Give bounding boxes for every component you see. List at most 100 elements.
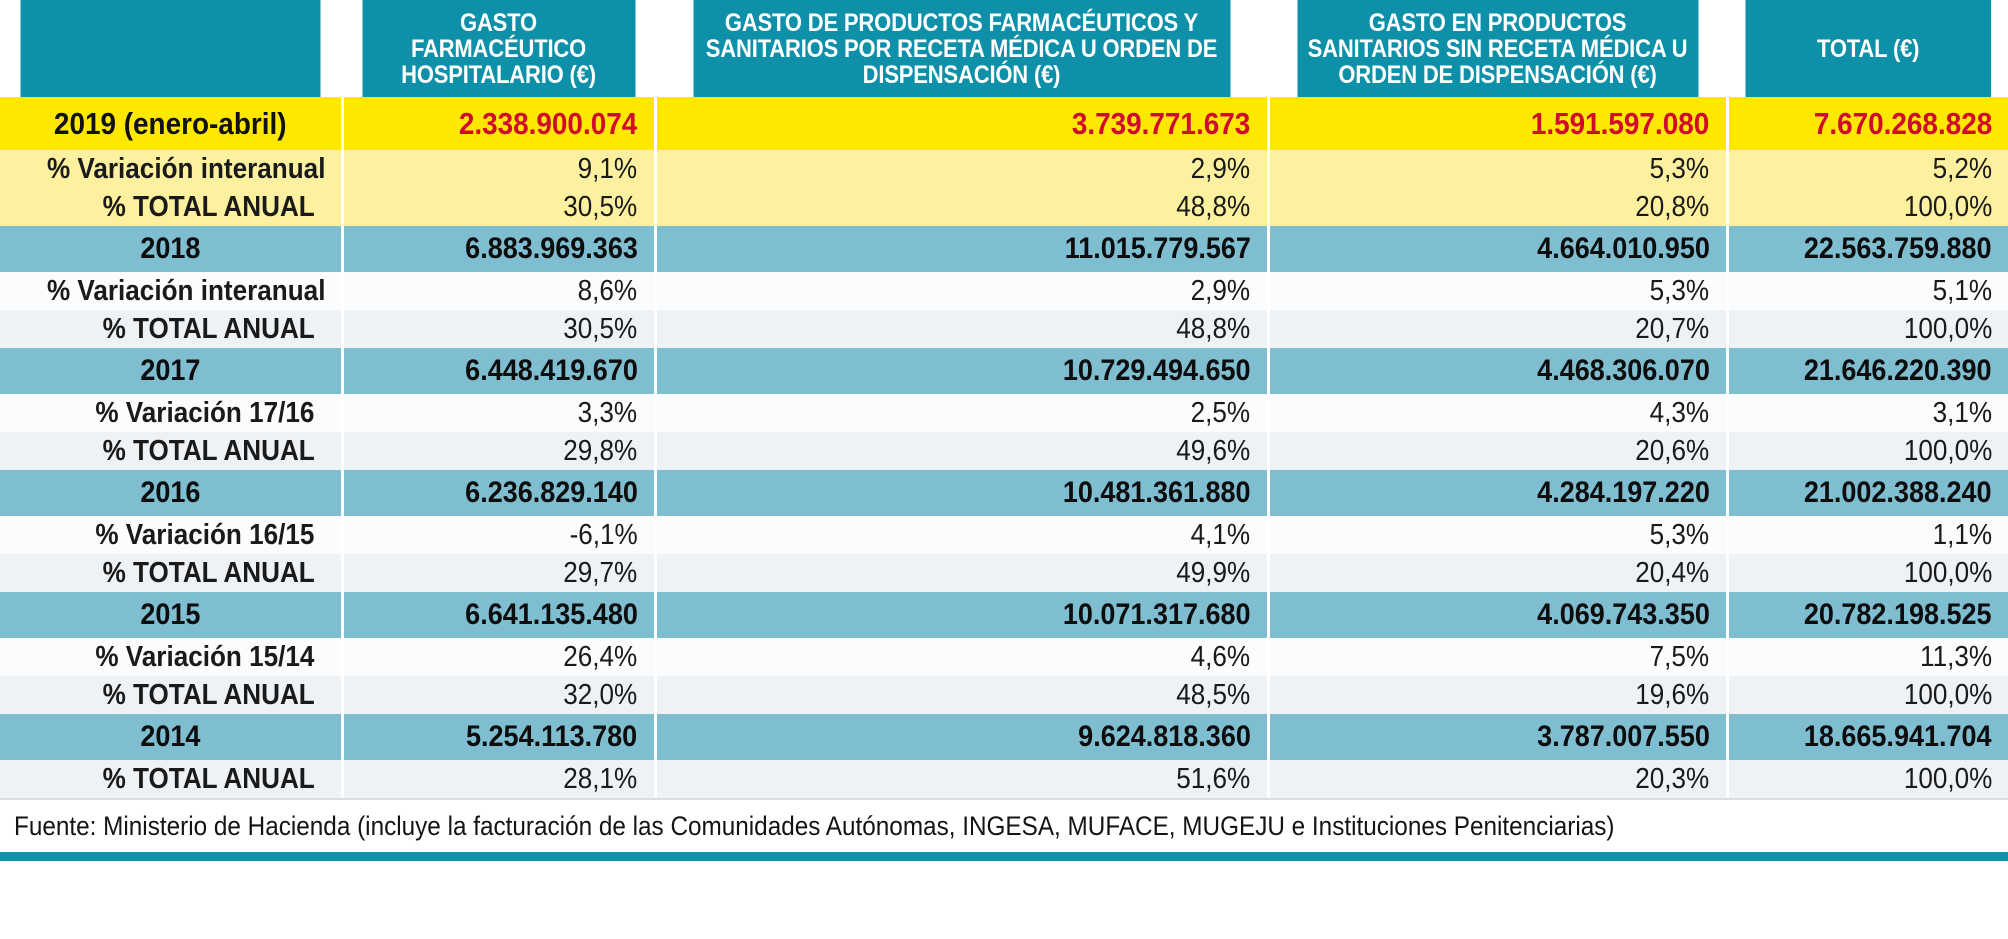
data-cell: 7,5% — [1266, 638, 1727, 676]
data-cell: 3,3% — [340, 394, 655, 432]
data-cell: 4.468.306.070 — [1266, 348, 1727, 394]
data-cell-text: 8,6% — [578, 274, 638, 307]
table-row-metric: % TOTAL ANUAL 29,7% 49,9% 20,4% 100,0% — [0, 554, 2008, 592]
data-cell: 30,5% — [340, 310, 655, 348]
data-cell: 10.729.494.650 — [653, 348, 1268, 394]
data-cell: 19,6% — [1266, 676, 1727, 714]
data-cell: 5.254.113.780 — [340, 714, 655, 760]
data-cell-text: 100,0% — [1903, 556, 1992, 589]
data-cell: 10.071.317.680 — [653, 592, 1268, 638]
data-cell-text: 2,9% — [1191, 152, 1251, 185]
data-cell-text: 2.338.900.074 — [459, 106, 638, 141]
data-cell-text: 1,1% — [1932, 518, 1992, 551]
row-label-text: 2017 — [140, 354, 201, 387]
row-label-text: % Variación interanual — [46, 274, 326, 307]
data-cell-text: 20,3% — [1635, 762, 1710, 795]
data-cell: 20,7% — [1266, 310, 1727, 348]
data-cell: 100,0% — [1725, 432, 2008, 470]
data-cell: 30,5% — [340, 188, 655, 226]
table-row-metric: % Variación 17/16 3,3% 2,5% 4,3% 3,1% — [0, 394, 2008, 432]
data-cell-text: 5,3% — [1650, 152, 1710, 185]
data-cell-text: 100,0% — [1903, 678, 1992, 711]
data-cell-text: 30,5% — [563, 312, 638, 345]
data-cell: 100,0% — [1725, 760, 2008, 798]
data-cell: 100,0% — [1725, 554, 2008, 592]
data-cell-text: 9,1% — [578, 152, 638, 185]
data-cell-text: 2,9% — [1191, 274, 1251, 307]
row-label-text: % Variación 17/16 — [95, 396, 315, 429]
data-cell-text: 5,2% — [1932, 152, 1992, 185]
data-cell-text: 49,9% — [1176, 556, 1251, 589]
row-label-cell: 2018 — [0, 226, 342, 272]
data-cell-text: 22.563.759.880 — [1804, 232, 1992, 265]
data-cell: 10.481.361.880 — [653, 470, 1268, 516]
row-label-cell: % TOTAL ANUAL — [0, 760, 342, 798]
data-cell: 26,4% — [340, 638, 655, 676]
data-cell-text: 10.071.317.680 — [1062, 598, 1251, 631]
data-cell-text: 100,0% — [1903, 762, 1992, 795]
table-row-year: 2017 6.448.419.670 10.729.494.650 4.468.306… — [0, 348, 2008, 394]
data-cell-text: 9.624.818.360 — [1077, 720, 1251, 753]
data-cell: 2.338.900.074 — [340, 97, 655, 150]
data-cell: 9,1% — [340, 150, 655, 188]
row-label-text: % Variación 15/14 — [95, 640, 315, 673]
table-header: GASTO FARMACÉUTICO HOSPITALARIO (€) GAST… — [0, 0, 2008, 97]
data-cell: 20,3% — [1266, 760, 1727, 798]
data-cell-text: 3.739.771.673 — [1072, 106, 1251, 141]
data-cell-text: 100,0% — [1903, 434, 1992, 467]
table-row-year: 2019 (enero-abril) 2.338.900.074 3.739.771… — [0, 97, 2008, 150]
data-cell-text: 4.468.306.070 — [1536, 354, 1710, 387]
row-label-cell: % Variación interanual — [0, 150, 342, 188]
data-cell: 11.015.779.567 — [653, 226, 1268, 272]
data-cell: 21.002.388.240 — [1725, 470, 2008, 516]
data-cell: 7.670.268.828 — [1725, 97, 2008, 150]
data-cell-text: 5.254.113.780 — [466, 720, 638, 753]
data-cell: 9.624.818.360 — [653, 714, 1268, 760]
row-label-text: % TOTAL ANUAL — [102, 556, 315, 589]
data-cell: 20,4% — [1266, 554, 1727, 592]
table-row-year: 2016 6.236.829.140 10.481.361.880 4.284.197… — [0, 470, 2008, 516]
data-cell: 4,6% — [653, 638, 1268, 676]
pharmaceutical-spending-table: GASTO FARMACÉUTICO HOSPITALARIO (€) GAST… — [0, 0, 2008, 798]
data-cell-text: 4.664.010.950 — [1536, 232, 1710, 265]
table-row-metric: % TOTAL ANUAL 32,0% 48,5% 19,6% 100,0% — [0, 676, 2008, 714]
data-cell: 3,1% — [1725, 394, 2008, 432]
data-cell-text: 6.883.969.363 — [464, 232, 638, 265]
table-row-metric: % TOTAL ANUAL 29,8% 49,6% 20,6% 100,0% — [0, 432, 2008, 470]
data-cell: 48,8% — [653, 310, 1268, 348]
source-footer: Fuente: Ministerio de Hacienda (incluye … — [0, 798, 2008, 852]
data-cell: 4.284.197.220 — [1266, 470, 1727, 516]
bottom-accent-rule — [0, 852, 2008, 861]
data-cell: 28,1% — [340, 760, 655, 798]
table-row-year: 2015 6.641.135.480 10.071.317.680 4.069.743… — [0, 592, 2008, 638]
row-label-text: % TOTAL ANUAL — [102, 762, 315, 795]
data-cell-text: 4,1% — [1191, 518, 1251, 551]
row-label-text: 2014 — [140, 720, 201, 753]
table-row-year: 2018 6.883.969.363 11.015.779.567 4.664.010… — [0, 226, 2008, 272]
data-cell: 100,0% — [1725, 676, 2008, 714]
data-cell: 4,1% — [653, 516, 1268, 554]
data-cell-text: 3.787.007.550 — [1536, 720, 1710, 753]
row-label-cell: % Variación 17/16 — [0, 394, 342, 432]
row-label-text: % TOTAL ANUAL — [102, 678, 315, 711]
row-label-cell: % Variación interanual — [0, 272, 342, 310]
data-cell-text: 48,8% — [1176, 190, 1251, 223]
data-cell-text: 21.002.388.240 — [1804, 476, 1992, 509]
column-header-gasto-hospitalario: GASTO FARMACÉUTICO HOSPITALARIO (€) — [359, 0, 637, 97]
row-label-text: 2019 (enero-abril) — [53, 106, 287, 141]
data-cell-text: 6.448.419.670 — [464, 354, 638, 387]
data-cell: 21.646.220.390 — [1725, 348, 2008, 394]
column-header-receta-medica: GASTO DE PRODUCTOS FARMACÉUTICOS Y SANIT… — [690, 0, 1232, 97]
data-cell-text: 7,5% — [1650, 640, 1710, 673]
data-cell-text: 29,7% — [563, 556, 638, 589]
row-label-cell: % TOTAL ANUAL — [0, 676, 342, 714]
data-cell: -6,1% — [340, 516, 655, 554]
row-label-text: 2016 — [140, 476, 201, 509]
row-label-cell: 2015 — [0, 592, 342, 638]
data-cell: 22.563.759.880 — [1725, 226, 2008, 272]
row-label-cell: % Variación 15/14 — [0, 638, 342, 676]
data-cell: 20,6% — [1266, 432, 1727, 470]
data-cell-text: 3,3% — [578, 396, 638, 429]
row-label-text: % TOTAL ANUAL — [102, 190, 315, 223]
data-cell: 8,6% — [340, 272, 655, 310]
